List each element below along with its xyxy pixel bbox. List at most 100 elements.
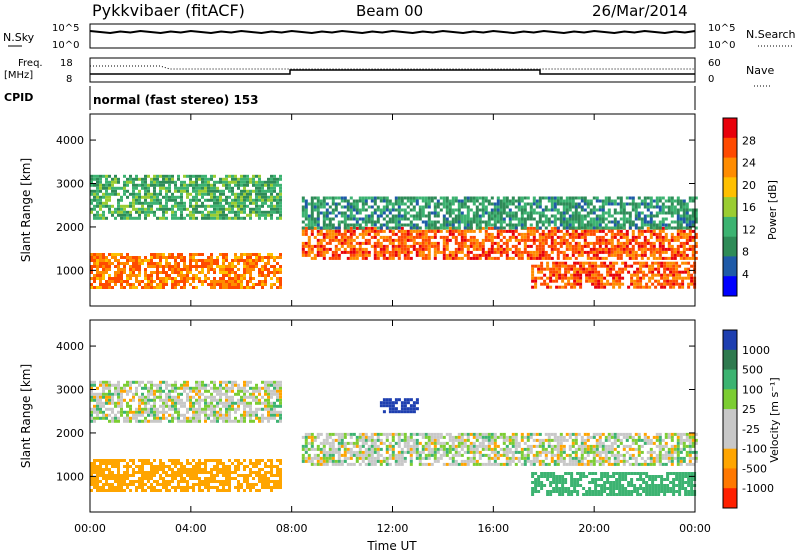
power-cell	[343, 250, 347, 254]
power-cell	[243, 180, 246, 184]
velocity-cell	[147, 389, 150, 393]
power-cell	[222, 271, 225, 274]
power-cell	[502, 196, 506, 200]
power-cell	[237, 216, 240, 220]
power-cell	[219, 210, 222, 214]
power-cell	[108, 195, 111, 199]
power-cell	[564, 264, 568, 268]
velocity-cell	[273, 483, 276, 486]
power-cell	[496, 244, 500, 248]
velocity-cell	[222, 404, 225, 408]
power-cell	[207, 183, 210, 187]
power-cell	[499, 223, 503, 227]
power-cell	[343, 223, 347, 227]
power-cell	[159, 259, 162, 262]
power-cell	[442, 253, 446, 257]
power-cell	[219, 207, 222, 211]
power-cell	[675, 267, 679, 271]
velocity-cell	[147, 392, 150, 396]
power-cell	[189, 183, 192, 187]
power-cell	[207, 256, 210, 259]
power-cell	[511, 217, 515, 221]
power-cell	[576, 261, 580, 265]
velocity-cell	[135, 386, 138, 390]
velocity-cell	[144, 459, 147, 462]
power-cell	[388, 199, 392, 203]
power-cell	[556, 226, 560, 230]
power-cell	[364, 217, 368, 221]
power-cell	[439, 223, 443, 227]
power-cell	[93, 253, 96, 256]
power-cell	[460, 235, 464, 239]
power-cell	[165, 192, 168, 196]
velocity-cell	[225, 392, 228, 396]
power-cell	[427, 223, 431, 227]
velocity-cell	[123, 410, 126, 414]
power-cell	[93, 198, 96, 202]
power-cell	[234, 183, 237, 187]
velocity-cell	[117, 395, 120, 399]
power-cell	[376, 208, 380, 212]
power-cell	[600, 261, 604, 265]
power-cell	[156, 274, 159, 277]
power-cell	[541, 220, 545, 224]
power-cell	[349, 250, 353, 254]
power-cell	[279, 283, 282, 286]
power-cell	[141, 207, 144, 211]
velocity-cell	[114, 477, 117, 480]
power-cell	[595, 199, 599, 203]
velocity-cell	[237, 474, 240, 477]
velocity-cell	[304, 444, 308, 448]
power-cell	[225, 174, 228, 178]
power-cell	[643, 238, 647, 242]
power-cell	[328, 256, 332, 260]
velocity-cell	[123, 398, 126, 402]
velocity-cell	[114, 386, 117, 390]
power-cell	[111, 262, 114, 265]
power-cell	[240, 253, 243, 256]
velocity-cell	[249, 483, 252, 486]
power-cell	[204, 180, 207, 184]
power-cell	[532, 217, 536, 221]
power-cell	[622, 247, 626, 251]
power-cell	[514, 226, 518, 230]
power-cell	[604, 223, 608, 227]
power-cell	[261, 274, 264, 277]
power-cell	[583, 196, 587, 200]
velocity-cell	[165, 416, 168, 420]
power-cell	[90, 198, 93, 202]
power-cell	[681, 279, 685, 283]
power-cell	[505, 244, 509, 248]
power-cell	[666, 279, 670, 283]
power-cell	[210, 177, 213, 181]
velocity-cell	[153, 459, 156, 462]
power-cell	[466, 250, 470, 254]
power-cell	[424, 247, 428, 251]
power-cell	[135, 195, 138, 199]
power-cell	[606, 267, 610, 271]
velocity-cell	[96, 413, 99, 417]
power-cell	[168, 256, 171, 259]
velocity-cell	[246, 480, 249, 483]
power-cell	[424, 235, 428, 239]
power-cell	[661, 256, 665, 260]
power-cell	[496, 226, 500, 230]
velocity-cell	[93, 462, 96, 465]
power-cell	[540, 261, 544, 265]
power-cell	[592, 229, 596, 233]
power-cell	[120, 271, 123, 274]
power-cell	[108, 210, 111, 214]
power-cell	[673, 235, 677, 239]
power-cell	[114, 253, 117, 256]
velocity-cell	[165, 474, 168, 477]
power-cell	[514, 214, 518, 218]
power-cell	[676, 202, 680, 206]
power-cell	[427, 253, 431, 257]
power-cell	[618, 273, 622, 277]
power-cell	[352, 232, 356, 236]
velocity-cell	[228, 468, 231, 471]
velocity-cell	[204, 401, 207, 405]
power-cell	[322, 253, 326, 257]
power-cell	[165, 207, 168, 211]
power-cell	[505, 199, 509, 203]
